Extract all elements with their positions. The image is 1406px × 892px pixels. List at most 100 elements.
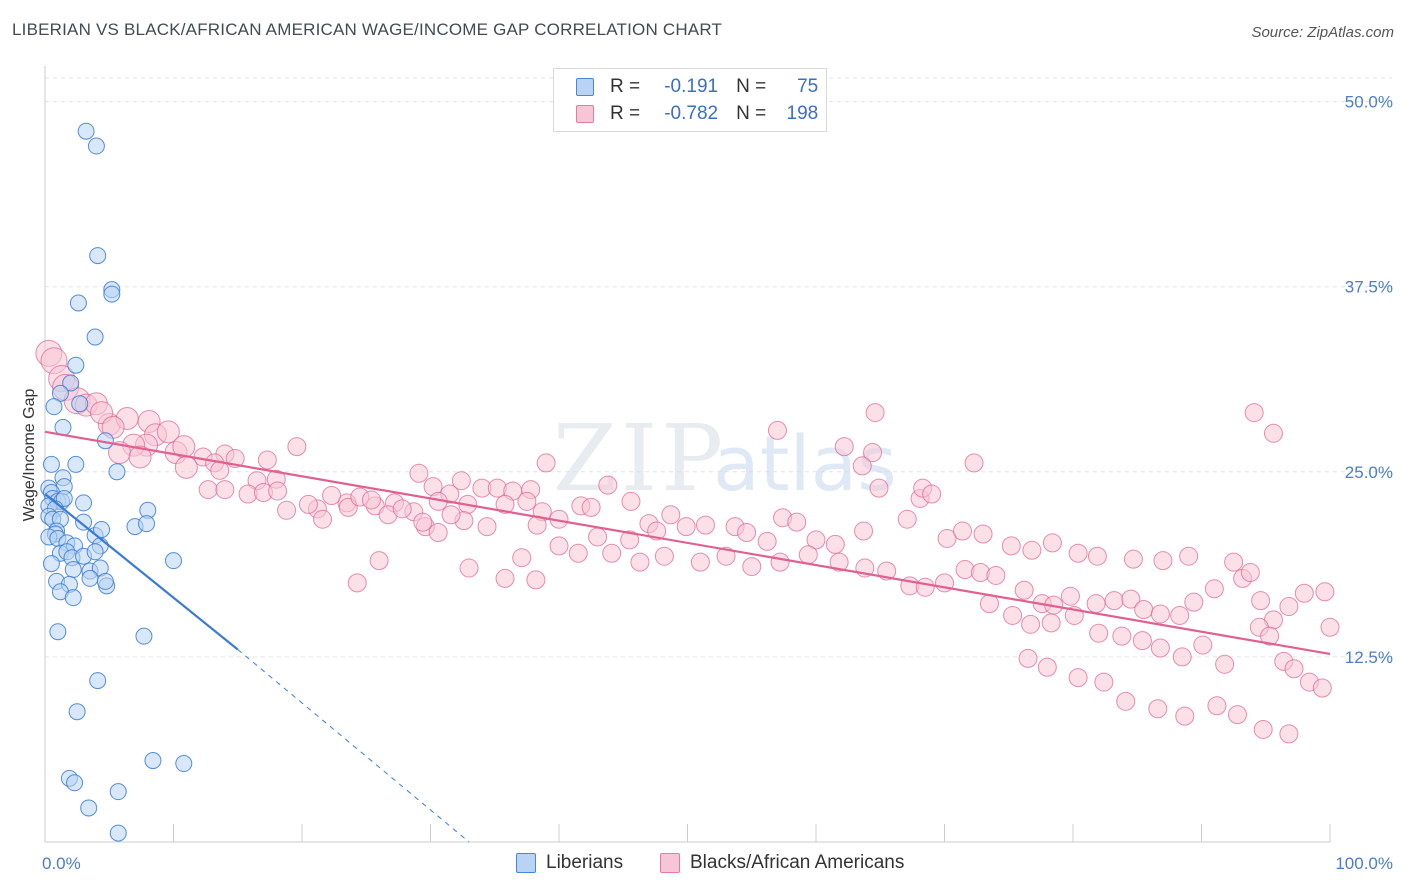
blacks-point-71	[598, 475, 618, 495]
blacks-point-26	[174, 455, 198, 479]
blacks-point-85	[854, 521, 874, 541]
blacks-point-183	[1207, 696, 1227, 716]
liberians-point-10	[71, 395, 89, 413]
legend-n-value-blacks: 198	[786, 103, 819, 124]
blacks-point-179	[1094, 672, 1114, 692]
blacks-point-95	[964, 453, 984, 473]
blacks-point-178	[1068, 668, 1088, 688]
legend-swatch-liberians	[576, 78, 594, 96]
blacks-point-147	[1224, 552, 1244, 572]
liberians-point-16	[108, 463, 126, 481]
liberians-point-64	[68, 703, 86, 721]
liberians-point-2	[89, 247, 107, 265]
blacks-point-79	[737, 523, 757, 543]
blacks-point-52	[477, 517, 497, 537]
blacks-point-113	[630, 552, 650, 572]
blacks-point-97	[1001, 536, 1021, 556]
blacks-point-92	[922, 484, 942, 504]
blacks-point-154	[347, 573, 367, 593]
blacks-point-64	[495, 494, 515, 514]
blacks-point-175	[1320, 617, 1340, 637]
blacks-point-67	[536, 453, 556, 473]
blacks-point-45	[487, 478, 507, 498]
blacks-point-20	[128, 445, 152, 469]
y-tick-label-0: 12.5%	[1345, 648, 1393, 667]
blacks-point-142	[1251, 591, 1271, 611]
legend-n-label: N =	[736, 76, 767, 97]
liberians-point-34	[138, 515, 156, 533]
blacks-point-153	[369, 551, 389, 571]
blacks-point-96	[973, 524, 993, 544]
blacks-point-146	[1315, 582, 1335, 602]
legend-n-label: N =	[736, 103, 767, 124]
liberians-point-56	[81, 569, 99, 587]
bottom-legend-label-liberians: Liberians	[546, 852, 624, 873]
blacks-point-87	[852, 456, 872, 476]
blacks-point-182	[1175, 706, 1195, 726]
blacks-point-184	[1227, 705, 1247, 725]
grid-lines	[45, 77, 1392, 658]
blacks-point-82	[787, 512, 807, 532]
y-tick-label-2: 37.5%	[1345, 278, 1393, 297]
liberians-point-7	[67, 356, 85, 374]
blacks-point-139	[1184, 592, 1204, 612]
blacks-point-107	[767, 420, 787, 440]
blacks-point-119	[798, 545, 818, 565]
blacks-point-103	[1153, 551, 1173, 571]
legend-r-label: R =	[610, 76, 641, 97]
liberians-trend-extension	[237, 649, 470, 843]
watermark-zip: ZIP	[553, 405, 727, 512]
blacks-point-186	[1279, 724, 1299, 744]
blacks-point-187	[1244, 403, 1264, 423]
blacks-point-31	[215, 480, 235, 500]
liberians-point-65	[144, 752, 162, 770]
blacks-point-128	[986, 565, 1006, 585]
bottom-legend-blacks: Blacks/African Americans	[660, 852, 904, 874]
blacks-point-55	[322, 486, 342, 505]
blacks-point-137	[1150, 604, 1170, 624]
blacks-point-176	[1018, 648, 1038, 668]
x-tick-label-1: 100.0%	[1335, 854, 1393, 873]
blacks-point-159	[1021, 614, 1041, 634]
liberians-point-11	[45, 398, 63, 416]
blacks-point-63	[441, 505, 461, 525]
blacks-point-162	[1089, 623, 1109, 643]
blacks-trend-line	[44, 430, 1331, 656]
blacks-point-136	[1134, 600, 1154, 620]
blacks-point-144	[1279, 597, 1299, 617]
blacks-point-155	[459, 558, 479, 578]
legend-r-label: R =	[610, 103, 641, 124]
blacks-point-116	[716, 546, 736, 566]
liberians-point-15	[67, 455, 85, 473]
blacks-point-124	[915, 577, 935, 597]
blacks-point-61	[413, 512, 433, 532]
blacks-point-156	[495, 568, 515, 588]
blacks-point-70	[581, 497, 601, 517]
bottom-legend-label-blacks: Blacks/African Americans	[690, 852, 905, 873]
liberians-point-68	[66, 774, 84, 792]
y-axis-label: Wage/Income Gap	[21, 389, 38, 522]
liberians-point-14	[42, 455, 60, 473]
axes	[44, 66, 1331, 843]
blacks-point-100	[1068, 543, 1088, 563]
blacks-point-88	[869, 478, 889, 498]
legend-n-value-liberians: 75	[797, 76, 819, 97]
liberians-point-62	[135, 627, 153, 645]
series-blacks-points	[35, 339, 1340, 744]
blacks-point-89	[897, 509, 917, 529]
blacks-point-24	[257, 450, 277, 470]
blacks-point-86	[863, 443, 883, 463]
blacks-point-76	[676, 517, 696, 537]
blacks-point-185	[1253, 719, 1273, 739]
blacks-point-72	[621, 491, 641, 511]
blacks-point-83	[806, 530, 826, 550]
blacks-point-151	[517, 491, 537, 511]
series-liberians-points	[40, 122, 193, 842]
blacks-point-157	[979, 594, 999, 614]
blacks-point-145	[1294, 583, 1314, 603]
blacks-point-181	[1148, 699, 1168, 719]
blacks-point-43	[451, 471, 471, 491]
blacks-point-168	[1215, 654, 1235, 674]
blacks-point-117	[742, 557, 762, 577]
blacks-point-163	[1112, 626, 1132, 646]
